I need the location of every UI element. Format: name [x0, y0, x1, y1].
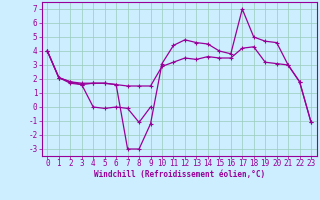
X-axis label: Windchill (Refroidissement éolien,°C): Windchill (Refroidissement éolien,°C) — [94, 170, 265, 179]
